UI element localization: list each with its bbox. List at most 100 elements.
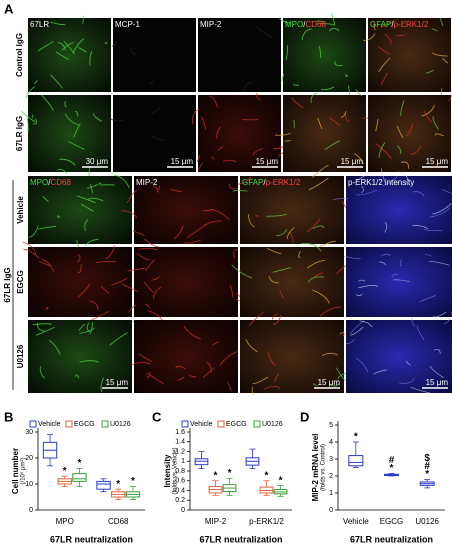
micrograph-feature xyxy=(339,332,345,337)
legend-marker xyxy=(65,420,73,428)
micrograph-feature xyxy=(355,89,363,96)
micrograph-feature xyxy=(429,365,444,379)
micrograph-feature xyxy=(77,264,82,274)
micrograph-feature xyxy=(279,17,290,24)
scale-bar-label: 15 μm xyxy=(171,157,194,166)
micrograph-feature xyxy=(89,51,93,66)
micrograph-feature xyxy=(201,116,207,130)
micrograph-feature xyxy=(143,281,154,293)
micrograph-feature xyxy=(361,185,364,193)
image-header-part: / xyxy=(303,20,306,29)
micrograph xyxy=(240,320,344,393)
micrograph-feature xyxy=(146,372,164,385)
micrograph-feature xyxy=(308,177,329,191)
micrograph-feature xyxy=(73,123,81,138)
micrograph-feature xyxy=(237,176,252,185)
micrograph xyxy=(346,176,452,244)
micrograph-feature xyxy=(132,230,145,236)
micrograph-feature xyxy=(72,38,85,54)
micrograph-feature xyxy=(419,295,436,303)
micrograph-feature xyxy=(319,306,341,317)
micrograph-feature xyxy=(37,41,54,52)
micrograph-feature xyxy=(412,225,429,230)
micrograph-feature xyxy=(113,174,130,189)
micrograph-feature xyxy=(358,279,366,282)
micrograph-feature xyxy=(350,326,364,336)
micrograph-feature xyxy=(274,373,279,383)
image-header: MCP-1 xyxy=(115,20,140,29)
legend-label: U0126 xyxy=(262,421,283,428)
image-header-part: MPO xyxy=(30,178,48,187)
micrograph-feature xyxy=(384,33,392,45)
micrograph-feature xyxy=(222,159,237,163)
x-axis-title: 67LR neutralization xyxy=(350,534,433,544)
micrograph-feature xyxy=(76,254,81,263)
micrograph-feature xyxy=(301,28,312,40)
micrograph-feature xyxy=(399,378,415,384)
image-header: GFAP/p-ERK1/2 xyxy=(370,20,429,29)
x-tick-label: EGCG xyxy=(380,517,404,526)
micrograph-feature xyxy=(233,248,238,259)
micrograph-feature xyxy=(429,207,451,218)
micrograph-feature xyxy=(137,247,159,251)
micrograph-feature xyxy=(217,146,223,151)
y-tick-label: 1.2 xyxy=(175,448,185,455)
micrograph-feature xyxy=(75,374,80,379)
micrograph-feature xyxy=(63,40,75,55)
y-tick-label: 10 xyxy=(25,481,33,488)
micrograph-feature xyxy=(212,341,219,346)
significance-mark: * xyxy=(63,466,67,477)
image-header-part: / xyxy=(48,178,51,187)
micrograph-feature xyxy=(431,28,438,32)
scale-bar-label: 15 μm xyxy=(106,378,129,387)
significance-mark: * xyxy=(214,470,218,481)
micrograph xyxy=(113,95,196,172)
y-tick-label: 0.2 xyxy=(175,497,185,504)
micrograph-feature xyxy=(396,34,405,37)
micrograph-feature xyxy=(344,255,361,259)
micrograph-feature xyxy=(266,213,287,217)
micrograph xyxy=(346,247,452,317)
micrograph-feature xyxy=(33,80,38,84)
y-tick-label: 20 xyxy=(25,455,33,462)
micrograph-feature xyxy=(50,74,63,89)
panel-label: A xyxy=(4,1,14,16)
micrograph-feature xyxy=(130,361,151,366)
micrograph-feature xyxy=(357,173,371,181)
micrograph-feature xyxy=(354,153,364,164)
micrograph-feature xyxy=(92,113,102,122)
micrograph-feature xyxy=(130,47,138,55)
micrograph-feature xyxy=(39,260,51,267)
micrograph-feature xyxy=(424,254,432,257)
micrograph-feature xyxy=(42,195,49,203)
micrograph-feature xyxy=(330,382,340,387)
micrograph xyxy=(134,247,238,317)
micrograph-feature xyxy=(151,275,160,281)
significance-mark: * xyxy=(228,468,232,479)
micrograph-feature xyxy=(416,325,425,340)
micrograph-feature xyxy=(267,352,276,366)
row-label: Vehicle xyxy=(16,196,25,224)
micrograph-feature xyxy=(121,210,138,218)
image-header: p-ERK1/2 intensity xyxy=(348,178,414,187)
y-axis-title: Cell number xyxy=(11,448,20,494)
legend-label: Vehicle xyxy=(38,421,61,428)
micrograph-feature xyxy=(276,229,288,237)
micrograph-feature xyxy=(56,169,68,175)
micrograph-feature xyxy=(22,241,37,255)
image-header: 67LR xyxy=(30,20,49,29)
micrograph-feature xyxy=(197,162,203,171)
row-label: Control IgG xyxy=(15,33,24,77)
image-header: MPO/CD68 xyxy=(30,178,71,187)
micrograph-feature xyxy=(410,145,422,155)
micrograph-feature xyxy=(319,45,322,58)
micrograph-feature xyxy=(177,376,185,381)
micrograph-feature xyxy=(332,198,349,201)
micrograph-feature xyxy=(243,81,253,93)
micrograph-feature xyxy=(57,215,61,219)
y-axis-title: MIP-2 mRNA level xyxy=(311,434,320,502)
micrograph-feature xyxy=(50,21,66,26)
micrograph-feature xyxy=(411,316,416,327)
micrograph-feature xyxy=(285,45,289,60)
